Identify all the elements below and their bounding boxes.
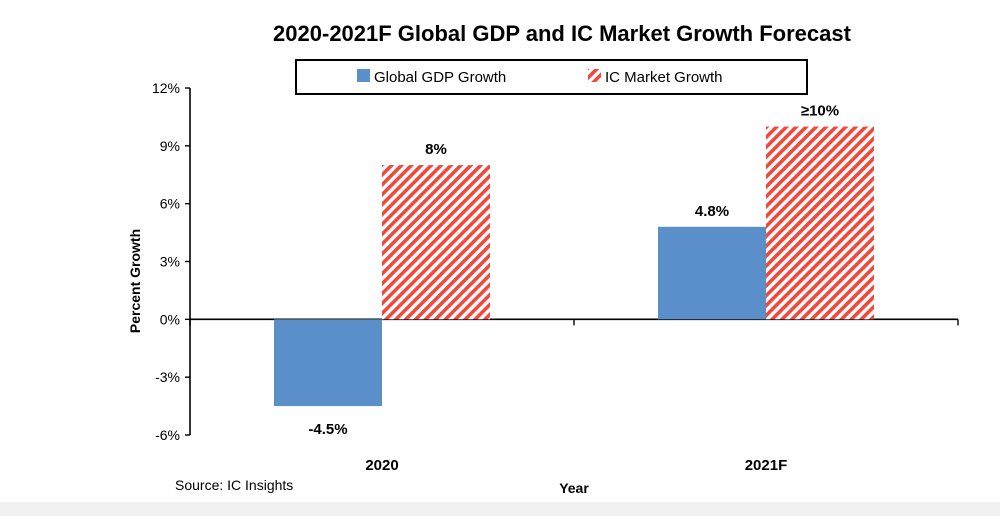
data-label: 4.8% (695, 203, 729, 220)
source-note: Source: IC Insights (175, 477, 293, 493)
bar-gdp-2020 (274, 319, 382, 407)
y-tick-label: -6% (155, 427, 180, 443)
legend-label-ic: IC Market Growth (605, 69, 723, 86)
legend-box (295, 59, 808, 95)
y-tick-label: 6% (160, 196, 180, 212)
y-axis-label: Percent Growth (127, 229, 143, 333)
legend: Global GDP Growth IC Market Growth (295, 59, 808, 95)
legend-swatch-gdp (357, 69, 370, 82)
x-axis-label: Year (559, 480, 589, 496)
bar-gdp-2021f (658, 226, 766, 320)
data-label: ≥10% (801, 103, 839, 120)
y-tick-label: 0% (160, 311, 180, 327)
bottom-strip (0, 502, 1000, 516)
legend-swatch-ic (588, 69, 601, 82)
legend-label-gdp: Global GDP Growth (374, 69, 506, 86)
bar-ic-2021f (766, 126, 874, 320)
bar-ic-2020 (382, 165, 490, 320)
y-tick-label: 3% (160, 254, 180, 270)
y-tick-label: -3% (155, 369, 180, 385)
chart-title: 2020-2021F Global GDP and IC Market Grow… (273, 21, 852, 46)
data-label: -4.5% (308, 421, 347, 438)
y-tick-label: 9% (160, 138, 180, 154)
x-category-label: 2021F (745, 457, 788, 474)
plot-area: 12% 9% 6% 3% 0% -3% -6% -4.5% 8% 2020 4.8% ≥10% 2021… (152, 80, 959, 474)
data-label: 8% (425, 141, 447, 158)
y-tick-label: 12% (152, 80, 180, 96)
x-category-label: 2020 (365, 457, 398, 474)
